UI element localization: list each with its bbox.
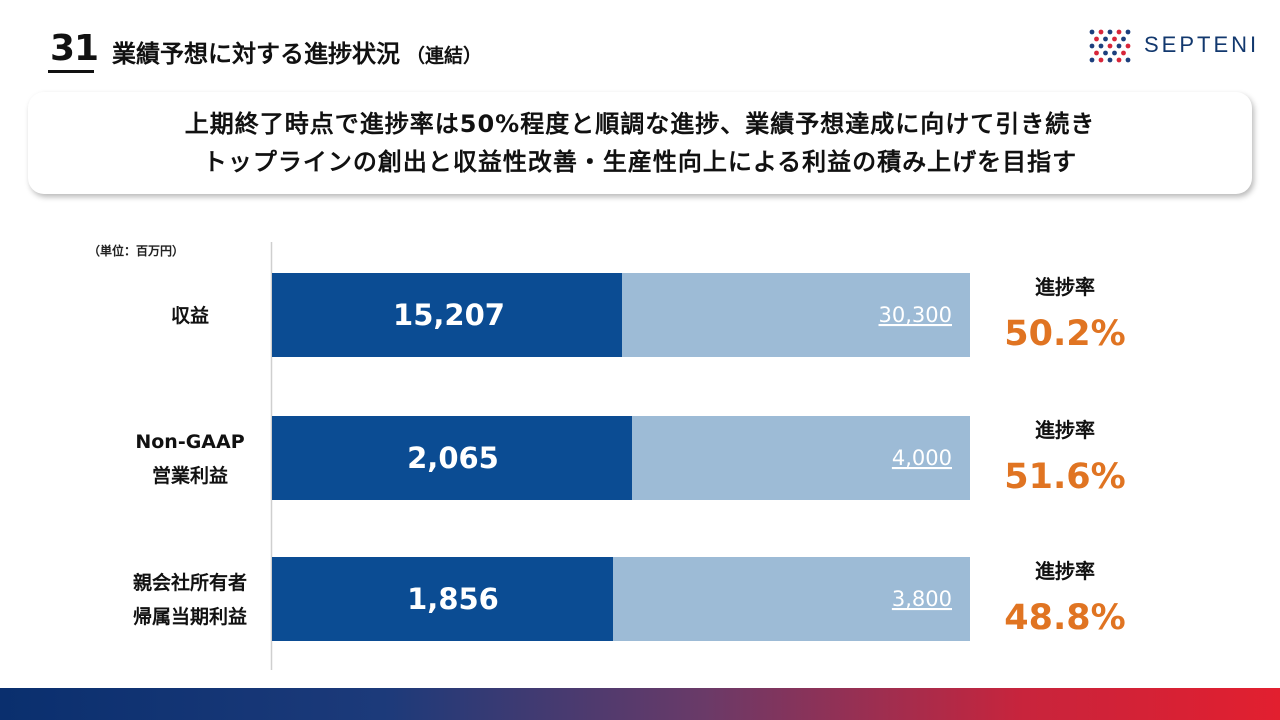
forecast-value-label: 30,300 <box>879 303 952 327</box>
progress-rate-value: 48.8% <box>1004 598 1125 638</box>
slide-title-main: 業績予想に対する進捗状況 <box>112 40 400 68</box>
slide-title: 業績予想に対する進捗状況 （連結） <box>112 34 482 69</box>
category-label: 帰属当期利益 <box>133 605 247 628</box>
key-message-box: 上期終了時点で進捗率は50%程度と順調な進捗、業績予想達成に向けて引き続き トッ… <box>28 92 1252 194</box>
septeni-logo: SEPTENI <box>1088 27 1259 63</box>
category-label: 親会社所有者 <box>133 571 247 594</box>
category-label: 収益 <box>171 304 209 327</box>
actual-bar <box>272 416 632 500</box>
actual-bar <box>272 273 622 357</box>
footer-gradient-bar <box>0 688 1280 720</box>
slide-title-sub: （連結） <box>406 45 483 67</box>
key-message-line-2: トップラインの創出と収益性改善・生産性向上による利益の積み上げを目指す <box>202 148 1078 176</box>
category-label: Non-GAAP <box>135 431 244 453</box>
progress-rate-label: 進捗率 <box>1035 418 1095 442</box>
progress-rate-label: 進捗率 <box>1035 559 1095 583</box>
slide-number: 31 <box>50 28 99 69</box>
progress-rate-value: 51.6% <box>1004 457 1125 497</box>
progress-rate-label: 進捗率 <box>1035 275 1095 299</box>
actual-value-label: 15,207 <box>393 298 505 332</box>
logo-dots-icon <box>1089 29 1131 63</box>
actual-bar <box>272 557 613 641</box>
key-message-line-1: 上期終了時点で進捗率は50%程度と順調な進捗、業績予想達成に向けて引き続き <box>184 110 1096 138</box>
category-label: 営業利益 <box>152 464 228 487</box>
progress-rate-value: 50.2% <box>1004 314 1125 354</box>
actual-value-label: 1,856 <box>407 582 499 616</box>
unit-label: （単位：百万円） <box>88 244 185 258</box>
forecast-value-label: 3,800 <box>892 587 952 611</box>
slide-number-underline <box>48 70 94 73</box>
forecast-value-label: 4,000 <box>892 446 952 470</box>
actual-value-label: 2,065 <box>407 441 499 475</box>
logo-text: SEPTENI <box>1144 32 1260 57</box>
